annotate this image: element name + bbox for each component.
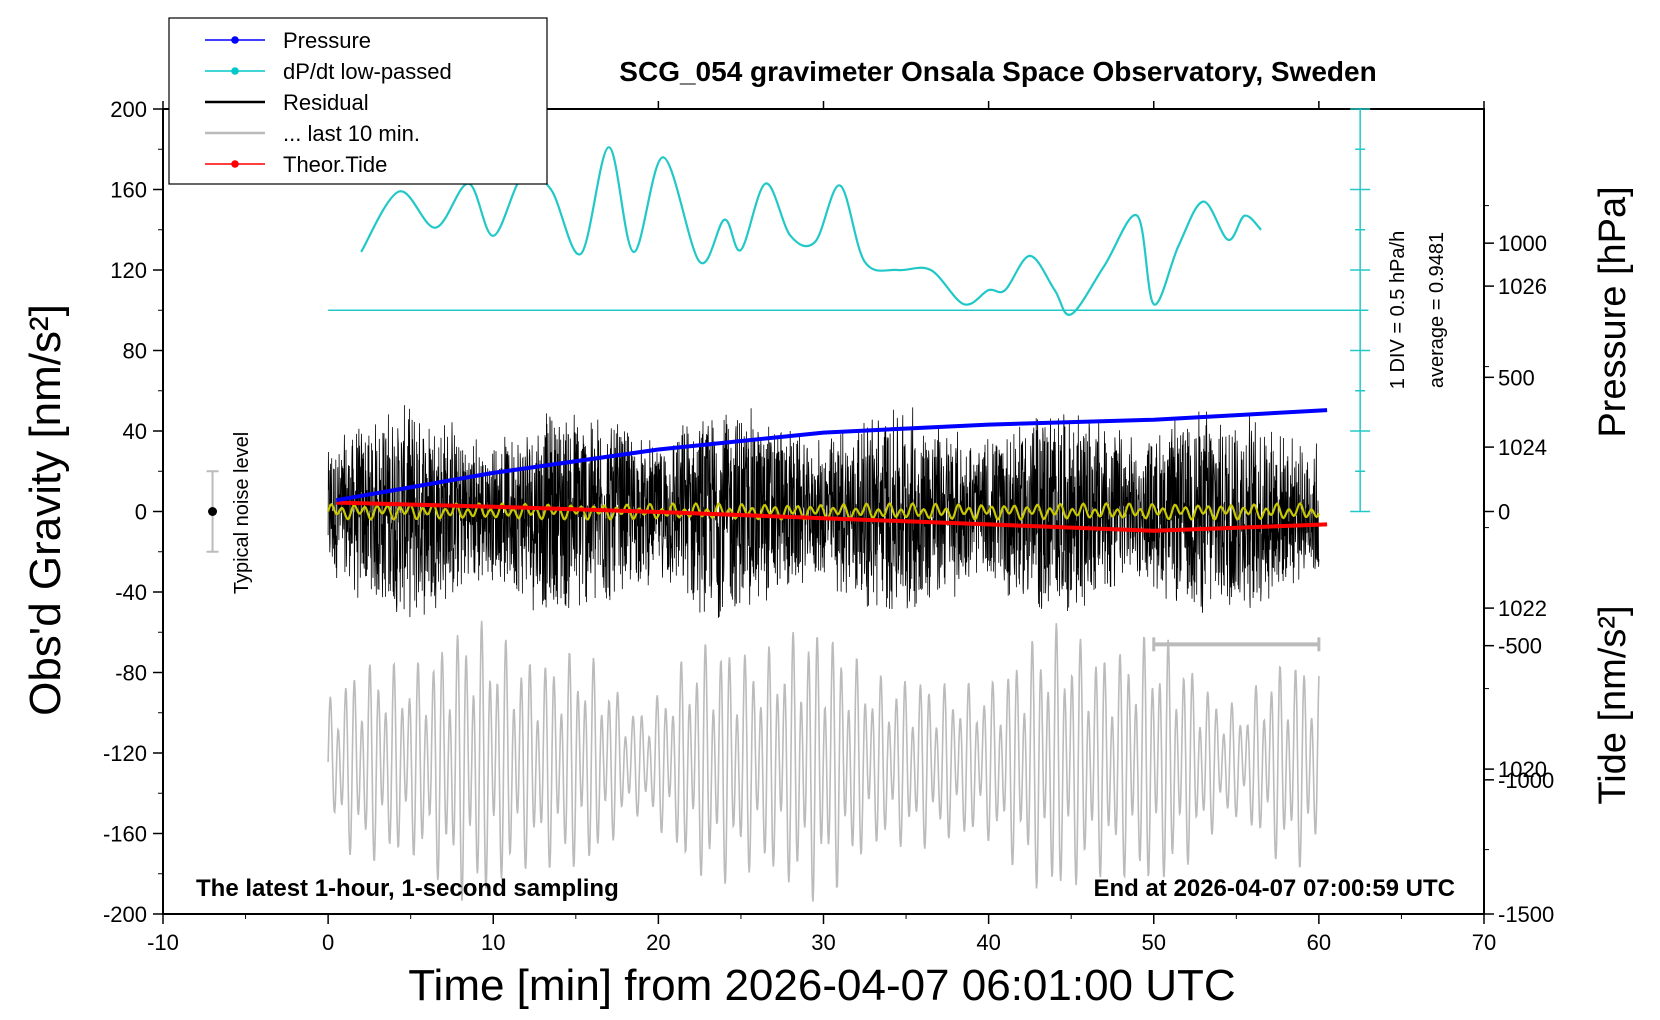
series-residual-smoothed — [327, 502, 1320, 521]
y-tick-label: -40 — [115, 580, 147, 605]
series-last-10-min — [327, 620, 1320, 902]
x-axis-title: Time [min] from 2026-04-07 06:01:00 UTC — [408, 961, 1235, 1010]
y-axis-title-pressure: Pressure [hPa] — [1592, 186, 1634, 437]
y-tick-label: -120 — [103, 741, 147, 766]
y-axis-title-tide: Tide [nm/s²] — [1592, 605, 1634, 804]
y-axis-title-left: Obs'd Gravity [nm/s²] — [21, 304, 70, 716]
y-tick-label: 160 — [110, 178, 147, 203]
end-time-note: End at 2026-04-07 07:00:59 UTC — [1094, 875, 1456, 902]
legend-label: Residual — [283, 90, 369, 115]
legend: Pressure dP/dt low-passed Residual ... last… — [168, 17, 548, 185]
x-axis-ticks: -10 0 10 20 30 40 50 60 70 — [147, 101, 1496, 955]
series-theor-tide — [336, 500, 1328, 533]
noise-bar-dot — [208, 507, 218, 516]
chart-title: SCG_054 gravimeter Onsala Space Observat… — [619, 56, 1376, 87]
pressure-tick-label: 1022 — [1498, 596, 1547, 621]
legend-label: dP/dt low-passed — [283, 59, 452, 84]
y-tick-label: 80 — [123, 339, 147, 364]
x-tick-label: 30 — [811, 930, 835, 955]
legend-swatch-marker — [231, 67, 239, 75]
x-tick-label: 60 — [1307, 930, 1331, 955]
y-tick-label: 120 — [110, 258, 147, 283]
y-tick-label: 0 — [135, 500, 147, 525]
series-pressure — [336, 408, 1328, 503]
x-tick-label: -10 — [147, 930, 179, 955]
x-tick-label: 10 — [481, 930, 505, 955]
legend-swatch-marker — [231, 36, 239, 44]
legend-label: Pressure — [283, 28, 371, 53]
tide-tick-label: 500 — [1498, 365, 1535, 390]
legend-label: Theor.Tide — [283, 152, 387, 177]
legend-entries: Pressure dP/dt low-passed Residual ... last… — [205, 28, 452, 177]
tide-tick-label: -1000 — [1498, 768, 1554, 793]
pressure-scale-label: 1 DIV = 0.5 hPa/h — [1387, 231, 1409, 389]
pressure-tick-label: 1026 — [1498, 274, 1547, 299]
legend-box — [168, 17, 548, 185]
pressure-tick-label: 1024 — [1498, 435, 1547, 460]
tide-tick-label: -500 — [1498, 634, 1542, 659]
x-tick-label: 40 — [976, 930, 1000, 955]
pressure-tick-label: 1020 — [1498, 757, 1547, 782]
y-tick-label: -160 — [103, 822, 147, 847]
tide-tick-label: -1500 — [1498, 902, 1554, 927]
y-tick-label: 40 — [123, 419, 147, 444]
tide-tick-label: 0 — [1498, 500, 1510, 525]
pressure-scale-bar — [1350, 108, 1371, 513]
x-tick-label: 20 — [646, 930, 670, 955]
y-tick-label: -80 — [115, 661, 147, 686]
left-axis-ticks: 200 160 120 80 40 0 -40 -80 -120 -160 -200 — [103, 97, 163, 927]
legend-swatch-marker — [231, 160, 239, 168]
legend-label: ... last 10 min. — [283, 121, 420, 146]
x-tick-label: 70 — [1472, 930, 1496, 955]
pressure-axis-ticks: 1026 1024 1022 1020 — [1484, 205, 1547, 851]
tide-tick-label: 1000 — [1498, 231, 1547, 256]
x-tick-label: 0 — [322, 930, 334, 955]
y-tick-label: -200 — [103, 902, 147, 927]
x-tick-label: 50 — [1142, 930, 1166, 955]
sampling-note: The latest 1-hour, 1-second sampling — [196, 875, 619, 902]
series-layer — [206, 146, 1369, 902]
noise-level-label: Typical noise level — [231, 432, 253, 594]
pressure-average-label: average = 0.9481 — [1426, 232, 1448, 388]
tide-axis-ticks: 1000 500 0 -500 -1000 -1500 — [1484, 231, 1554, 927]
y-tick-label: 200 — [110, 97, 147, 122]
